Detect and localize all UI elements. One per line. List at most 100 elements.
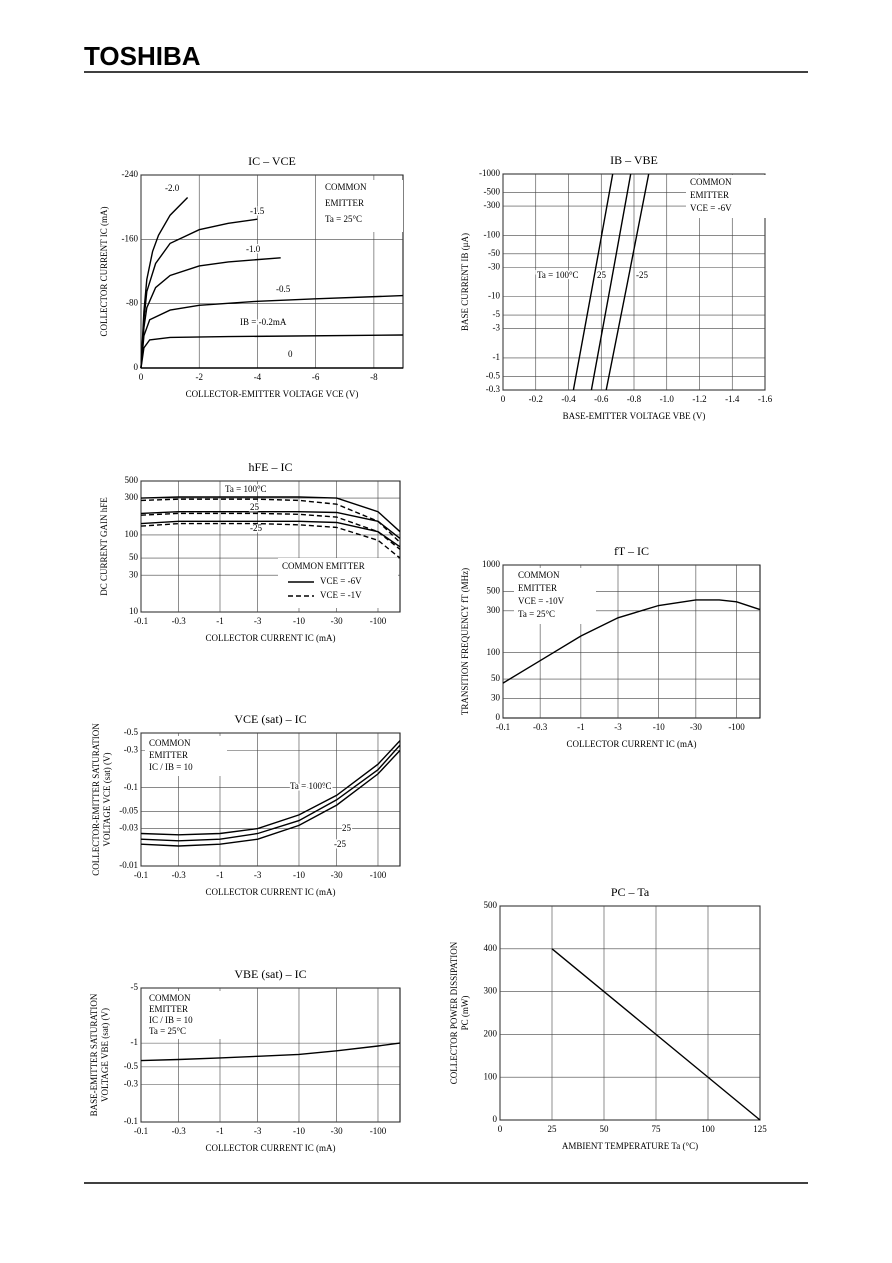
y-axis-label: TRANSITION FREQUENCY fT (MHz) xyxy=(460,568,470,715)
note: IC / IB = 10 xyxy=(149,762,193,772)
y-tick-label: 300 xyxy=(125,492,139,502)
chart-title: VCE (sat) – IC xyxy=(234,712,306,726)
x-tick-label: -10 xyxy=(293,870,305,880)
note: COMMON xyxy=(325,182,367,192)
data-line xyxy=(140,522,401,559)
data-line xyxy=(572,173,614,391)
y-tick-label: -1 xyxy=(493,352,501,362)
x-tick-label: 100 xyxy=(701,1124,715,1134)
data-line xyxy=(140,496,401,533)
y-tick-label: -0.03 xyxy=(119,823,138,833)
y-tick-label: -0.1 xyxy=(124,1116,138,1126)
x-tick-label: -0.1 xyxy=(134,616,148,626)
x-tick-label: 125 xyxy=(753,1124,767,1134)
x-tick-label: -0.6 xyxy=(594,394,609,404)
data-line xyxy=(140,1042,401,1062)
y-tick-label: 50 xyxy=(129,552,139,562)
note: Ta = 25°C xyxy=(325,214,362,224)
curve-label: 0 xyxy=(288,349,293,359)
y-axis-label: VOLTAGE VCE (sat) (V) xyxy=(102,752,112,846)
legend-label: VCE = -6V xyxy=(320,576,362,586)
y-tick-label: 30 xyxy=(491,693,501,703)
note: EMITTER xyxy=(518,583,557,593)
legend-title: COMMON EMITTER xyxy=(282,561,365,571)
note: COMMON xyxy=(690,177,732,187)
x-tick-label: -3 xyxy=(254,616,262,626)
data-line xyxy=(502,599,761,684)
x-tick-label: -0.2 xyxy=(529,394,543,404)
x-tick-label: -1 xyxy=(577,722,585,732)
curve-label: 25 xyxy=(250,502,260,512)
note: VCE = -6V xyxy=(690,203,732,213)
note: EMITTER xyxy=(149,1004,188,1014)
y-tick-label: 500 xyxy=(125,475,139,485)
y-tick-label: -30 xyxy=(488,261,500,271)
data-line xyxy=(140,218,258,369)
y-tick-label: -0.01 xyxy=(119,860,138,870)
y-tick-label: -0.3 xyxy=(486,384,501,394)
y-axis-label: COLLECTOR POWER DISSIPATION xyxy=(449,941,459,1084)
x-tick-label: -0.3 xyxy=(172,616,187,626)
x-tick-label: -1.6 xyxy=(758,394,773,404)
x-axis-label: COLLECTOR CURRENT IC (mA) xyxy=(206,887,336,897)
x-axis-label: AMBIENT TEMPERATURE Ta (°C) xyxy=(562,1141,698,1151)
x-tick-label: -0.3 xyxy=(172,870,187,880)
chart-title: IC – VCE xyxy=(248,154,296,168)
x-tick-label: -1 xyxy=(216,870,224,880)
data-line xyxy=(551,948,761,1121)
y-tick-label: 30 xyxy=(129,569,139,579)
x-tick-label: -30 xyxy=(690,722,702,732)
curve-label: -1.5 xyxy=(250,206,265,216)
x-tick-label: -1.4 xyxy=(725,394,740,404)
x-tick-label: -100 xyxy=(370,1126,387,1136)
x-tick-label: -30 xyxy=(331,870,343,880)
y-tick-label: -0.3 xyxy=(124,744,139,754)
y-tick-label: 50 xyxy=(491,673,501,683)
chart-title: VBE (sat) – IC xyxy=(234,967,306,981)
chart-title: PC – Ta xyxy=(611,885,650,899)
data-line xyxy=(140,197,189,369)
note: EMITTER xyxy=(690,190,729,200)
x-tick-label: -0.3 xyxy=(533,722,548,732)
y-tick-label: 400 xyxy=(484,943,498,953)
x-tick-label: -0.8 xyxy=(627,394,642,404)
note: COMMON xyxy=(518,570,560,580)
x-tick-label: -4 xyxy=(254,372,262,382)
note: Ta = 25°C xyxy=(149,1026,186,1036)
y-tick-label: 500 xyxy=(487,585,501,595)
curve-label: 25 xyxy=(342,823,352,833)
data-line xyxy=(140,744,401,842)
x-tick-label: -1.2 xyxy=(692,394,706,404)
x-tick-label: -10 xyxy=(293,1126,305,1136)
curve-label: -1.0 xyxy=(246,244,261,254)
x-tick-label: -0.1 xyxy=(134,1126,148,1136)
note-box xyxy=(321,180,403,232)
curve-label: -25 xyxy=(334,839,346,849)
x-tick-label: 25 xyxy=(548,1124,558,1134)
y-tick-label: 100 xyxy=(487,647,501,657)
note: EMITTER xyxy=(325,198,364,208)
note-box xyxy=(686,175,768,218)
x-tick-label: -0.4 xyxy=(561,394,576,404)
y-tick-label: -1000 xyxy=(479,168,500,178)
y-axis-label: BASE-EMITTER SATURATION xyxy=(89,993,99,1116)
curve-label: -0.5 xyxy=(276,284,291,294)
x-tick-label: -3 xyxy=(614,722,622,732)
y-axis-label: COLLECTOR CURRENT IC (mA) xyxy=(99,207,109,337)
x-tick-label: -10 xyxy=(293,616,305,626)
y-tick-label: -0.5 xyxy=(124,727,139,737)
data-line xyxy=(605,173,650,391)
data-line xyxy=(140,520,401,548)
chart-title: IB – VBE xyxy=(610,153,658,167)
y-axis-label: COLLECTOR-EMITTER SATURATION xyxy=(91,723,101,876)
data-line xyxy=(140,257,281,369)
note-box xyxy=(514,568,596,624)
x-tick-label: -1 xyxy=(216,616,224,626)
y-tick-label: -0.1 xyxy=(124,782,138,792)
legend-label: VCE = -1V xyxy=(320,590,362,600)
y-tick-label: 0 xyxy=(134,362,139,372)
y-tick-label: -0.5 xyxy=(124,1061,139,1071)
y-tick-label: 100 xyxy=(125,529,139,539)
curve-label: -2.0 xyxy=(165,183,180,193)
